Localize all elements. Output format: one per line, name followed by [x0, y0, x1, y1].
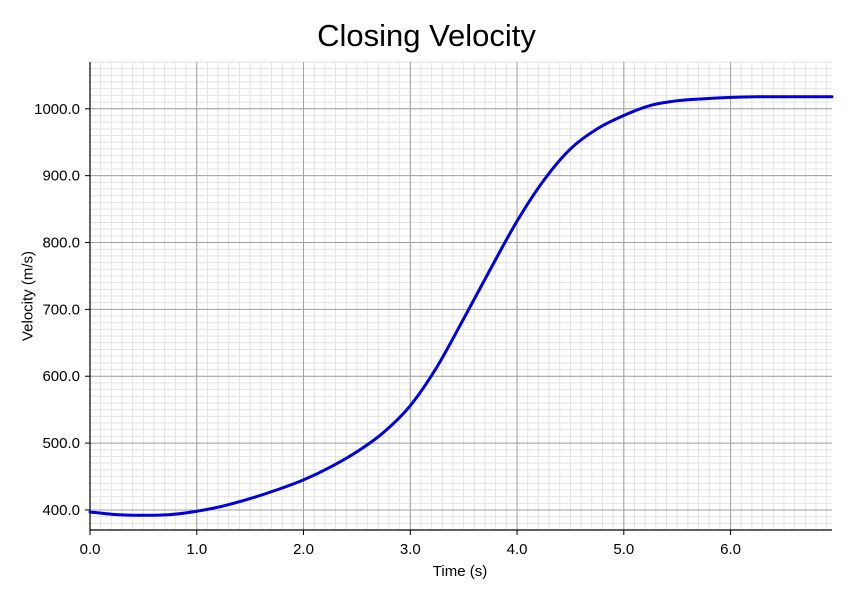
- y-tick-label: 1000.0: [34, 101, 80, 118]
- x-tick-label: 2.0: [293, 541, 314, 558]
- major-gridlines: [89, 62, 832, 530]
- y-tick-label: 600.0: [42, 368, 80, 385]
- y-tick-label: 500.0: [42, 435, 80, 452]
- tick-labels: 0.0 1.0 2.0 3.0 4.0 5.0 6.0 400.0 500.0 600.0 700.…: [34, 101, 741, 558]
- axes: [85, 62, 832, 535]
- minor-gridlines: [89, 61, 832, 531]
- x-axis-label: Time (s): [432, 563, 488, 580]
- y-tick-label: 400.0: [42, 502, 80, 519]
- x-tick-label: 4.0: [507, 541, 528, 558]
- x-tick-label: 6.0: [720, 541, 741, 558]
- y-tick-label: 800.0: [42, 235, 80, 252]
- x-tick-label: 5.0: [613, 541, 634, 558]
- series-line-0: [88, 95, 834, 517]
- y-tick-label: 900.0: [42, 168, 80, 185]
- series-layer: [88, 95, 834, 517]
- y-tick-label: 700.0: [42, 301, 80, 318]
- chart-title: Closing Velocity: [317, 18, 536, 53]
- y-axis-label: Velocity (m/s): [19, 250, 37, 342]
- x-tick-label: 0.0: [80, 541, 101, 558]
- x-tick-label: 1.0: [186, 541, 207, 558]
- x-tick-label: 3.0: [400, 541, 421, 558]
